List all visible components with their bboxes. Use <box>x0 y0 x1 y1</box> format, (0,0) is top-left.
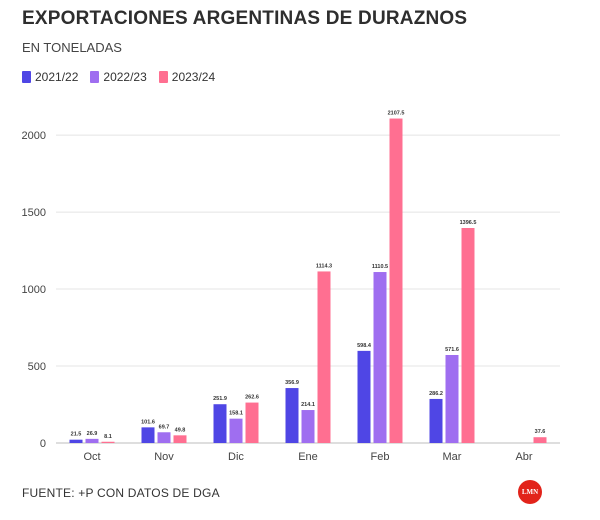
x-tick-label: Oct <box>83 451 100 463</box>
bar-nov-2023-24 <box>173 435 187 443</box>
bar-feb-2023-24 <box>389 118 403 443</box>
y-tick-label: 2000 <box>22 130 46 142</box>
bar-feb-2022-23 <box>373 272 387 443</box>
data-label: 2107.5 <box>388 111 405 117</box>
bar-dic-2023-24 <box>245 402 259 443</box>
data-label: 262.6 <box>245 395 259 401</box>
data-label: 101.6 <box>141 419 155 425</box>
legend-item-2021-22: 2021/22 <box>22 70 78 84</box>
x-tick-label: Ene <box>298 451 318 463</box>
legend-item-2023-24: 2023/24 <box>158 70 216 84</box>
bar-mar-2021-22 <box>429 398 443 443</box>
bar-dic-2021-22 <box>213 404 227 443</box>
x-tick-label: Dic <box>228 451 244 463</box>
data-label: 598.4 <box>357 343 372 349</box>
bar-nov-2021-22 <box>141 427 155 443</box>
bar-ene-2023-24 <box>317 271 331 443</box>
legend-swatch-2023-24 <box>158 71 168 83</box>
bar-chart: 0 500 1000 1500 2000 21.5 26.9 8.1 Oct 101.6 69.7 4… <box>22 111 560 463</box>
lmn-logo: LMN <box>518 480 542 504</box>
bar-nov-2022-23 <box>157 432 171 443</box>
data-label: 571.6 <box>445 347 459 353</box>
bar-dic-2022-23 <box>229 418 243 443</box>
y-tick-label: 1500 <box>22 207 46 219</box>
bar-mar-2023-24 <box>461 228 475 443</box>
x-tick-label: Abr <box>515 451 532 463</box>
data-label: 1110.5 <box>372 264 388 270</box>
data-label: 49.8 <box>175 427 186 433</box>
data-label: 1396.5 <box>460 220 477 226</box>
chart-title: EXPORTACIONES ARGENTINAS DE DURAZNOS <box>22 8 468 29</box>
legend-label-2023-24: 2023/24 <box>171 70 216 84</box>
bar-oct-2021-22 <box>69 439 83 443</box>
data-label: 1114.3 <box>316 263 332 269</box>
data-label: 26.9 <box>87 431 98 437</box>
data-label: 158.1 <box>229 411 243 417</box>
y-tick-label: 500 <box>28 361 46 373</box>
y-tick-label: 1000 <box>22 284 46 296</box>
x-tick-label: Mar <box>443 451 462 463</box>
bar-abr-2023-24 <box>533 437 547 443</box>
bar-feb-2021-22 <box>357 350 371 443</box>
data-label: 251.9 <box>213 396 227 402</box>
data-label: 214.1 <box>301 402 315 408</box>
legend-swatch-2021-22 <box>22 71 31 83</box>
legend-swatch-2022-23 <box>90 71 100 83</box>
chart-subtitle: EN TONELADAS <box>22 40 122 55</box>
data-label: 8.1 <box>104 434 112 440</box>
bar-ene-2022-23 <box>301 410 315 443</box>
source-footer: FUENTE: +P CON DATOS DE DGA <box>22 486 220 500</box>
legend-label-2022-23: 2022/23 <box>103 70 147 84</box>
x-tick-label: Feb <box>371 451 390 463</box>
data-label: 69.7 <box>159 424 170 430</box>
bar-oct-2023-24 <box>101 441 115 443</box>
legend: 2021/22 2022/23 2023/24 <box>22 70 215 84</box>
legend-label-2021-22: 2021/22 <box>35 70 79 84</box>
y-tick-label: 0 <box>40 438 46 450</box>
data-label: 37.6 <box>535 429 546 435</box>
bar-oct-2022-23 <box>85 438 99 443</box>
legend-item-2022-23: 2022/23 <box>90 70 147 84</box>
x-tick-label: Nov <box>154 451 174 463</box>
data-label: 286.2 <box>429 391 443 397</box>
bar-mar-2022-23 <box>445 355 459 443</box>
data-label: 356.9 <box>285 380 299 386</box>
bar-ene-2021-22 <box>285 388 299 443</box>
data-label: 21.5 <box>71 432 82 438</box>
